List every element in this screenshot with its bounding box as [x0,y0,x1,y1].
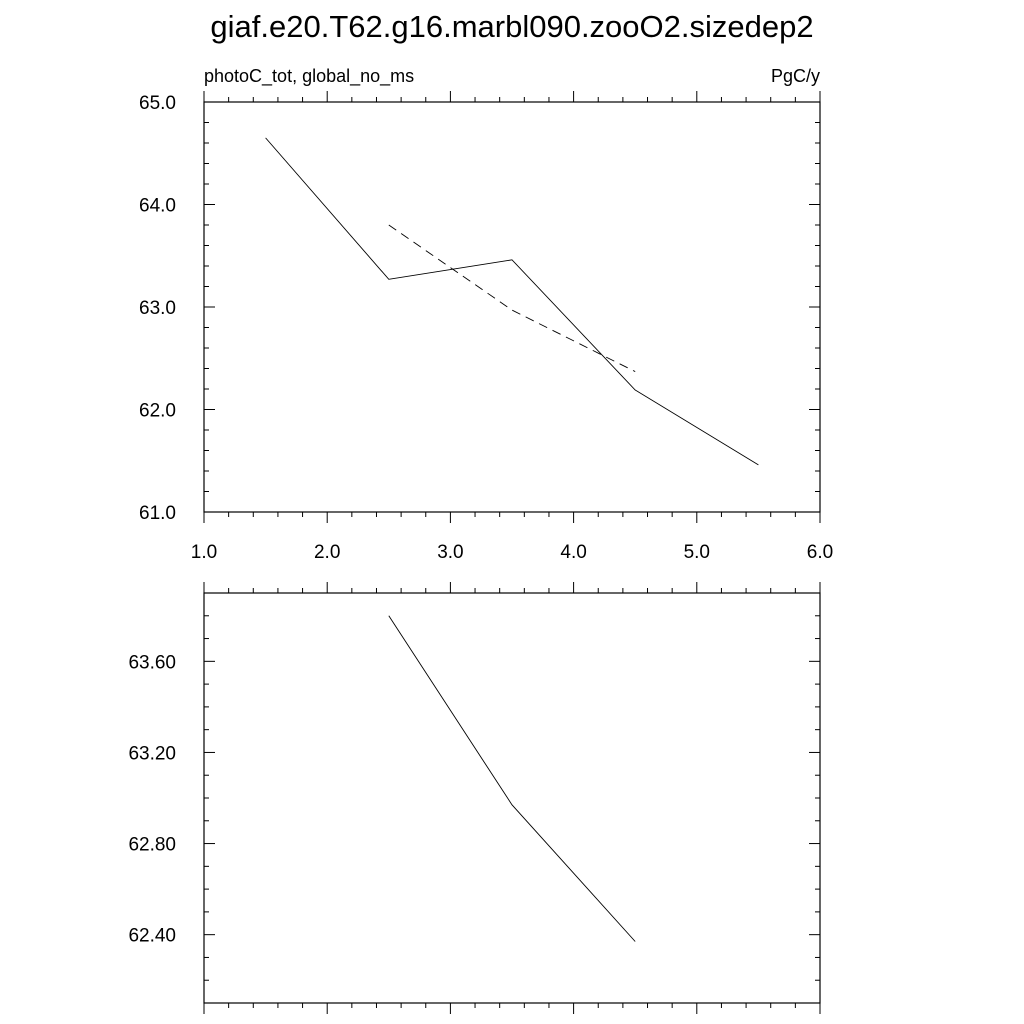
y-tick-label: 63.60 [128,652,176,673]
plot-frame [203,101,821,513]
y-tick-label: 61.0 [139,503,176,524]
top-panel-left-label: photoC_tot, global_no_ms [204,66,414,87]
y-tick-label: 63.0 [139,298,176,319]
y-tick-label: 64.0 [139,196,176,217]
x-tick-label: 6.0 [807,542,833,563]
figure-title: giaf.e20.T62.g16.marbl090.zooO2.sizedep2 [210,9,813,44]
plot-frame [203,592,821,1004]
y-tick-label: 63.20 [128,743,176,764]
x-tick-label: 1.0 [191,542,217,563]
x-tick-label: 3.0 [437,542,463,563]
top-panel: 1.0 2.0 3.0 4.0 5.0 6.0 61.0 62.0 63.0 64.0 65.0 [139,91,833,563]
series-line [388,224,636,372]
series-line [388,615,636,942]
y-tick-label: 62.80 [128,835,176,856]
x-tick-label: 2.0 [314,542,340,563]
series-line [265,137,759,466]
x-tick-label: 4.0 [560,542,586,563]
bottom-panel: 62.40 62.80 63.20 63.60 [128,582,821,1014]
top-panel-units-label: PgC/y [771,66,820,86]
y-tick-label: 65.0 [139,93,176,114]
y-tick-label: 62.40 [128,926,176,947]
x-tick-label: 5.0 [684,542,710,563]
y-tick-label: 62.0 [139,401,176,422]
